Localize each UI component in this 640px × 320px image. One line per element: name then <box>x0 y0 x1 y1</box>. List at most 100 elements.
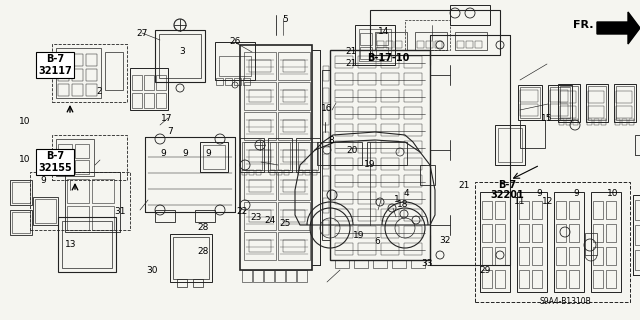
Bar <box>594 119 599 125</box>
Bar <box>242 142 262 170</box>
Bar <box>312 170 317 175</box>
Bar <box>558 84 580 122</box>
Bar <box>606 201 616 219</box>
Bar <box>426 41 433 48</box>
Bar <box>550 90 568 102</box>
Bar <box>249 170 254 175</box>
Bar <box>519 270 529 288</box>
Bar <box>283 150 305 162</box>
Bar <box>335 107 353 119</box>
Bar <box>373 260 387 268</box>
Bar <box>65 172 120 232</box>
Bar <box>256 170 261 175</box>
Bar <box>532 224 542 242</box>
Bar <box>215 42 255 80</box>
Bar <box>144 75 154 90</box>
Bar <box>519 224 529 242</box>
Bar <box>144 93 154 108</box>
Bar <box>381 124 399 136</box>
Bar <box>323 220 329 235</box>
Bar <box>550 87 570 118</box>
Bar <box>132 75 142 90</box>
Bar <box>404 107 422 119</box>
Bar <box>249 120 271 132</box>
Bar <box>58 144 72 158</box>
Bar <box>62 221 112 268</box>
Bar <box>323 198 329 213</box>
Bar <box>520 104 538 116</box>
Bar <box>593 270 603 288</box>
Bar <box>317 142 362 165</box>
Text: 9: 9 <box>573 189 579 198</box>
Text: B-7
32155: B-7 32155 <box>38 151 72 173</box>
Bar <box>532 201 542 219</box>
Bar <box>75 160 89 174</box>
Bar <box>475 41 482 48</box>
Bar <box>335 260 349 268</box>
Bar <box>249 240 271 252</box>
Bar <box>58 160 72 174</box>
Bar <box>585 233 597 255</box>
Bar <box>358 209 376 221</box>
Bar <box>225 78 232 85</box>
Bar <box>495 224 505 242</box>
Bar <box>52 44 127 102</box>
Bar <box>244 52 276 80</box>
Bar <box>569 247 579 265</box>
Bar <box>498 128 522 162</box>
Bar <box>395 41 402 48</box>
Bar <box>404 243 422 255</box>
Bar <box>495 125 525 165</box>
Bar <box>298 170 303 175</box>
Bar <box>249 180 271 192</box>
Bar <box>518 85 542 120</box>
Bar <box>10 180 32 205</box>
Bar <box>30 172 130 230</box>
Text: 21: 21 <box>458 181 470 190</box>
Bar <box>375 32 407 50</box>
Bar <box>58 54 69 66</box>
Bar <box>56 139 94 176</box>
Bar <box>381 141 399 153</box>
Bar <box>381 107 399 119</box>
Bar <box>556 247 566 265</box>
Bar <box>606 224 616 242</box>
Bar <box>33 197 58 225</box>
Bar <box>156 75 166 90</box>
Bar <box>243 78 250 85</box>
Bar <box>635 135 640 155</box>
Bar <box>495 270 505 288</box>
Bar <box>376 33 388 45</box>
Bar <box>244 232 276 260</box>
Bar <box>335 124 353 136</box>
Bar <box>358 141 376 153</box>
Bar <box>588 91 604 103</box>
Bar <box>392 260 406 268</box>
Bar <box>601 119 606 125</box>
Bar <box>404 175 422 187</box>
Bar <box>358 73 376 85</box>
Bar <box>482 201 492 219</box>
Bar <box>278 52 310 80</box>
Bar <box>573 119 578 125</box>
Bar <box>242 270 252 282</box>
Bar <box>330 50 430 260</box>
Text: 9: 9 <box>536 189 541 198</box>
Polygon shape <box>597 12 640 44</box>
Bar <box>550 104 568 116</box>
Bar <box>323 110 329 125</box>
Bar <box>284 170 289 175</box>
Text: 10: 10 <box>607 189 619 198</box>
Bar <box>335 243 353 255</box>
Bar <box>52 135 127 180</box>
Bar <box>381 175 399 187</box>
Bar <box>404 124 422 136</box>
Bar <box>520 120 545 148</box>
Text: 9: 9 <box>41 176 46 185</box>
Text: B-17-10: B-17-10 <box>367 53 409 63</box>
Bar <box>335 192 353 204</box>
Bar <box>404 56 422 68</box>
Bar <box>67 179 89 203</box>
Bar <box>219 56 251 76</box>
Text: 5: 5 <box>282 15 287 24</box>
